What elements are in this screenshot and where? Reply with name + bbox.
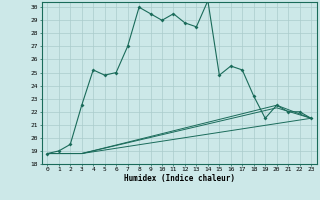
X-axis label: Humidex (Indice chaleur): Humidex (Indice chaleur) [124,174,235,183]
